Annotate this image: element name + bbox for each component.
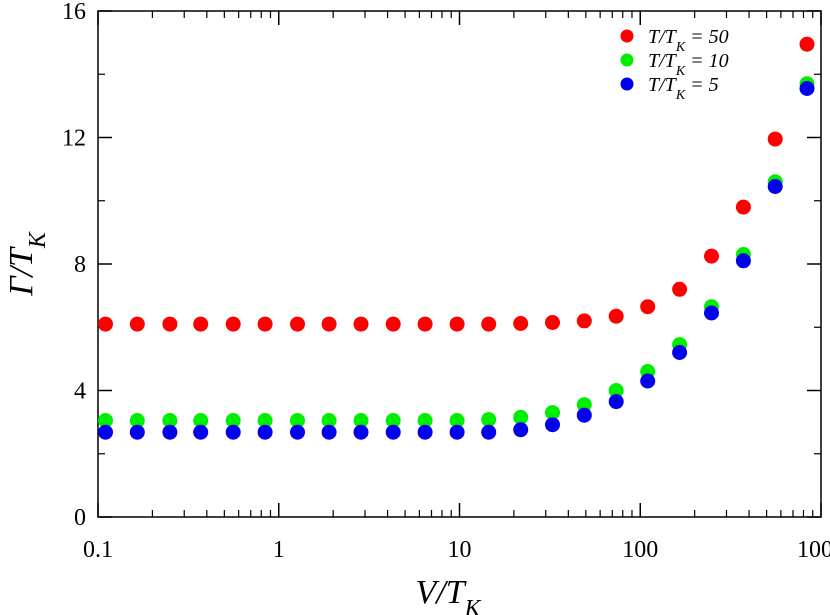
point-series-2	[385, 424, 401, 440]
point-series-0	[545, 315, 560, 330]
point-series-0	[704, 248, 719, 264]
point-series-0	[321, 316, 337, 332]
point-series-0	[767, 131, 783, 147]
point-series-2	[640, 373, 656, 389]
point-series-0	[799, 36, 815, 52]
point-series-2	[608, 394, 624, 410]
point-series-1	[385, 413, 401, 428]
point-series-0	[290, 316, 305, 332]
legend-label: T/TK = 5	[648, 74, 719, 103]
point-series-2	[193, 424, 209, 440]
y-tick-label: 16	[62, 0, 86, 25]
point-series-0	[385, 316, 401, 332]
point-series-0	[417, 316, 433, 332]
x-tick-label: 1	[273, 537, 285, 563]
point-series-2	[257, 424, 273, 440]
point-series-1	[129, 413, 145, 428]
legend-label: T/TK = 10	[648, 50, 729, 79]
point-series-0	[513, 316, 529, 331]
point-series-1	[481, 412, 497, 428]
x-tick-label: 0.1	[83, 537, 113, 563]
point-series-2	[545, 417, 560, 433]
point-series-1	[225, 413, 241, 428]
x-axis-label: V/TK	[416, 574, 482, 615]
point-series-0	[353, 316, 369, 332]
y-tick-label: 12	[62, 126, 86, 152]
x-tick-label: 100	[622, 537, 658, 563]
y-tick-label: 0	[74, 505, 86, 531]
point-series-2	[704, 305, 719, 321]
point-series-2	[799, 81, 815, 96]
point-series-1	[545, 405, 560, 421]
point-series-1	[321, 413, 337, 428]
point-series-1	[290, 413, 305, 428]
point-series-2	[735, 253, 751, 269]
point-series-2	[576, 407, 592, 423]
point-series-1	[417, 413, 433, 428]
point-series-2	[290, 424, 305, 440]
point-series-1	[576, 397, 592, 413]
point-series-0	[576, 313, 592, 329]
point-series-0	[193, 316, 209, 332]
point-series-2	[417, 424, 433, 440]
point-series-2	[481, 424, 497, 440]
point-series-2	[513, 422, 529, 438]
point-series-0	[449, 316, 465, 332]
legend: T/TK = 50T/TK = 10T/TK = 5	[620, 26, 729, 103]
point-series-2	[767, 179, 783, 194]
legend-marker	[620, 53, 634, 67]
point-series-1	[353, 413, 369, 428]
point-series-2	[449, 424, 465, 440]
point-series-2	[129, 424, 145, 440]
point-series-2	[98, 424, 113, 440]
point-series-0	[98, 316, 113, 332]
point-series-2	[321, 424, 337, 440]
point-series-1	[449, 413, 465, 428]
point-series-1	[193, 413, 209, 428]
point-series-0	[672, 281, 688, 297]
y-axis-label: Γ/TK	[3, 231, 51, 297]
point-series-1	[608, 383, 624, 398]
point-series-2	[353, 424, 369, 440]
point-series-1	[513, 409, 529, 425]
point-series-0	[257, 316, 273, 332]
point-series-0	[640, 299, 656, 315]
point-series-0	[735, 199, 751, 215]
y-tick-label: 4	[74, 379, 86, 405]
x-tick-label: 10	[448, 537, 472, 563]
point-series-0	[608, 308, 624, 324]
point-series-2	[225, 424, 241, 440]
point-series-0	[129, 316, 145, 332]
data-points	[98, 36, 815, 440]
legend-marker	[620, 29, 634, 43]
point-series-1	[98, 413, 113, 428]
point-series-1	[257, 413, 273, 428]
point-series-2	[162, 424, 178, 440]
point-series-0	[481, 316, 497, 332]
point-series-0	[225, 316, 241, 332]
point-series-1	[162, 413, 178, 428]
legend-marker	[620, 77, 634, 91]
point-series-0	[162, 316, 178, 332]
y-tick-label: 8	[74, 252, 86, 278]
legend-label: T/TK = 50	[648, 26, 729, 55]
point-series-2	[672, 345, 688, 360]
